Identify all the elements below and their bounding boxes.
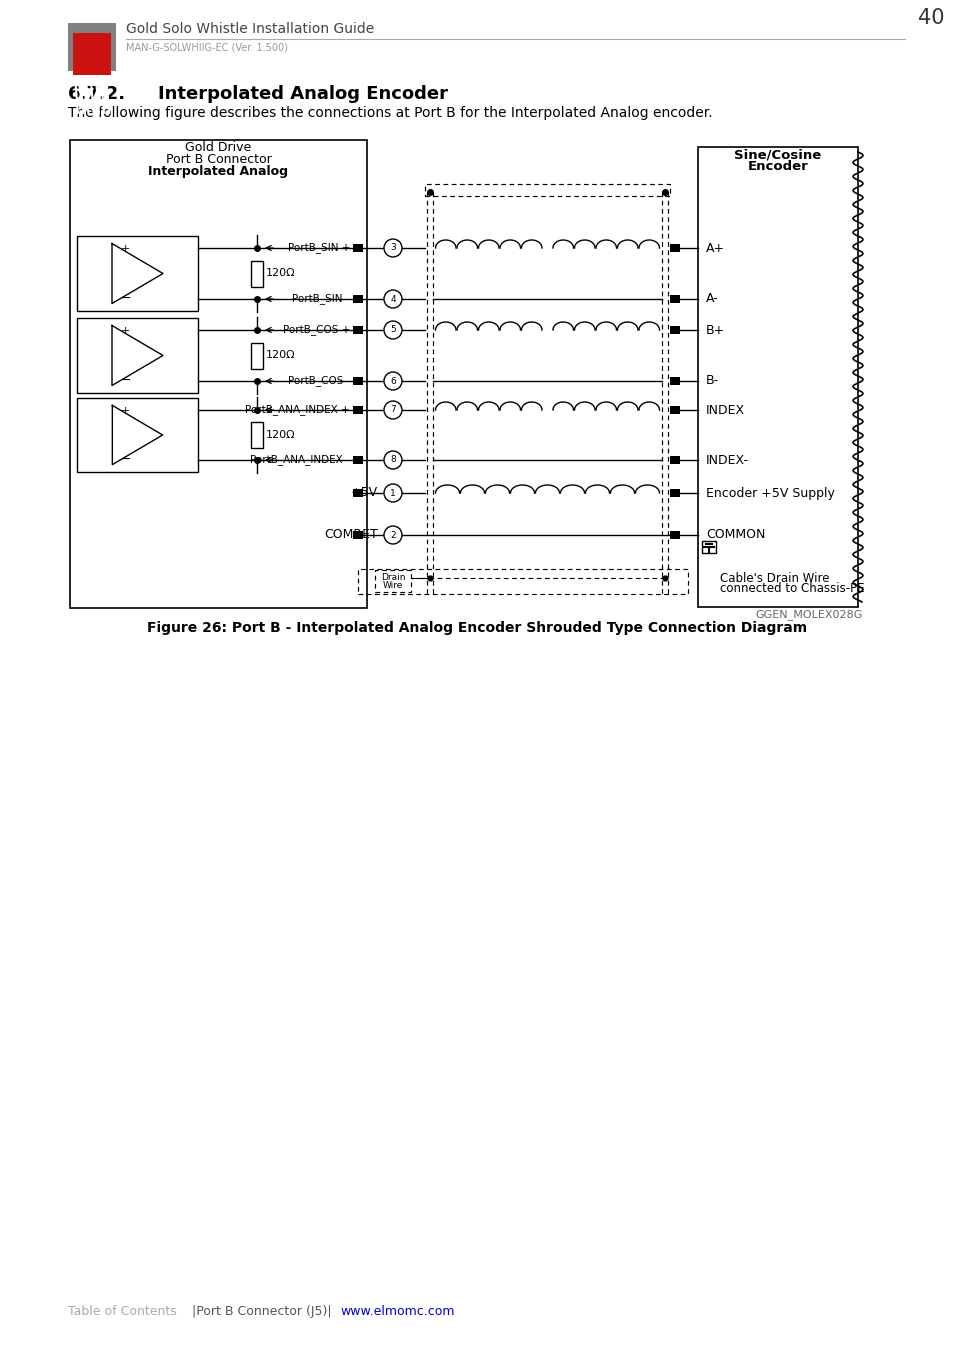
Text: INDEX: INDEX [705,404,744,417]
Text: The following figure describes the connections at Port B for the Interpolated An: The following figure describes the conne… [68,107,712,120]
Bar [353,377,363,385]
Text: Encoder +5V Supply: Encoder +5V Supply [705,486,834,500]
Bar [77,319,198,393]
Text: Table of Contents: Table of Contents [68,1305,176,1318]
Text: 7: 7 [390,405,395,414]
Circle shape [384,373,401,390]
Bar [701,541,716,554]
Text: A+: A+ [705,242,724,255]
Text: 40: 40 [917,8,943,28]
Text: 1: 1 [390,489,395,498]
Bar [669,244,679,252]
Bar [669,406,679,414]
Bar [375,570,411,593]
Bar [353,456,363,464]
Text: COMMON: COMMON [705,528,764,541]
Bar [424,184,669,196]
Text: PortB_ANA_INDEX -: PortB_ANA_INDEX - [250,455,350,466]
Bar [353,244,363,252]
Text: |Port B Connector (J5)|: |Port B Connector (J5)| [192,1305,332,1318]
Text: www.elmomc.com: www.elmomc.com [339,1305,454,1318]
Text: Gold Drive: Gold Drive [185,140,252,154]
Text: B+: B+ [705,324,724,336]
Text: Wire: Wire [382,580,403,590]
Circle shape [384,239,401,256]
Text: connected to Chassis-PE: connected to Chassis-PE [720,582,863,595]
Text: PortB_COS -: PortB_COS - [287,375,350,386]
Text: PortB_ANA_INDEX +: PortB_ANA_INDEX + [245,405,350,416]
Text: COMRET: COMRET [324,528,377,541]
Bar [353,325,363,333]
Text: +: + [121,406,131,416]
Bar [251,343,263,369]
Text: 120Ω: 120Ω [266,269,295,278]
Text: 2: 2 [390,531,395,540]
Text: Drain: Drain [380,572,405,582]
Bar [669,325,679,333]
Circle shape [384,290,401,308]
Circle shape [384,451,401,468]
Bar [669,489,679,497]
Text: 6.7.2.: 6.7.2. [68,85,126,103]
Bar [353,406,363,414]
Text: Encoder: Encoder [747,161,807,173]
Bar [357,568,687,594]
Text: −: − [120,292,131,305]
Text: Figure 26: Port B - Interpolated Analog Encoder Shrouded Type Connection Diagram: Figure 26: Port B - Interpolated Analog … [147,621,806,634]
Bar [251,423,263,448]
Text: PortB_SIN +: PortB_SIN + [287,243,350,254]
Text: 6: 6 [390,377,395,386]
Circle shape [384,401,401,418]
Text: INDEX-: INDEX- [705,454,748,467]
Text: 120Ω: 120Ω [266,351,295,360]
Text: 5: 5 [390,325,395,335]
Text: A-: A- [705,293,718,305]
Bar [669,456,679,464]
Bar [353,296,363,302]
Circle shape [384,485,401,502]
Bar [68,23,116,72]
Text: +: + [121,244,130,254]
Circle shape [384,526,401,544]
Text: 8: 8 [390,455,395,464]
Text: GGEN_MOLEX028G: GGEN_MOLEX028G [755,609,862,620]
Bar [73,32,111,76]
Text: −: − [120,374,131,386]
Bar [698,147,857,608]
Bar [353,489,363,497]
Text: +: + [121,325,130,336]
Text: Interpolated Analog: Interpolated Analog [149,165,288,178]
Bar [669,296,679,302]
Bar [669,531,679,539]
Text: 3: 3 [390,243,395,252]
Bar [669,377,679,385]
Text: Port B Connector: Port B Connector [166,153,271,166]
Bar [77,398,198,472]
Text: Cable's Drain Wire: Cable's Drain Wire [720,572,828,586]
Text: MAN-G-SOLWHIIG-EC (Ver. 1.500): MAN-G-SOLWHIIG-EC (Ver. 1.500) [126,43,288,53]
Text: −: − [120,452,131,466]
Circle shape [384,321,401,339]
Bar [251,261,263,286]
Text: 120Ω: 120Ω [266,431,295,440]
Bar [77,236,198,310]
Text: Sine/Cosine: Sine/Cosine [734,148,821,161]
Text: 4: 4 [390,294,395,304]
Text: B-: B- [705,374,719,387]
Text: Interpolated Analog Encoder: Interpolated Analog Encoder [158,85,448,103]
Text: +5V: +5V [351,486,377,500]
Text: PortB_COS +: PortB_COS + [282,324,350,335]
Text: Gold Solo Whistle Installation Guide: Gold Solo Whistle Installation Guide [126,22,374,36]
Bar [70,140,367,608]
Text: PortB_SIN -: PortB_SIN - [293,293,350,305]
Bar [353,531,363,539]
